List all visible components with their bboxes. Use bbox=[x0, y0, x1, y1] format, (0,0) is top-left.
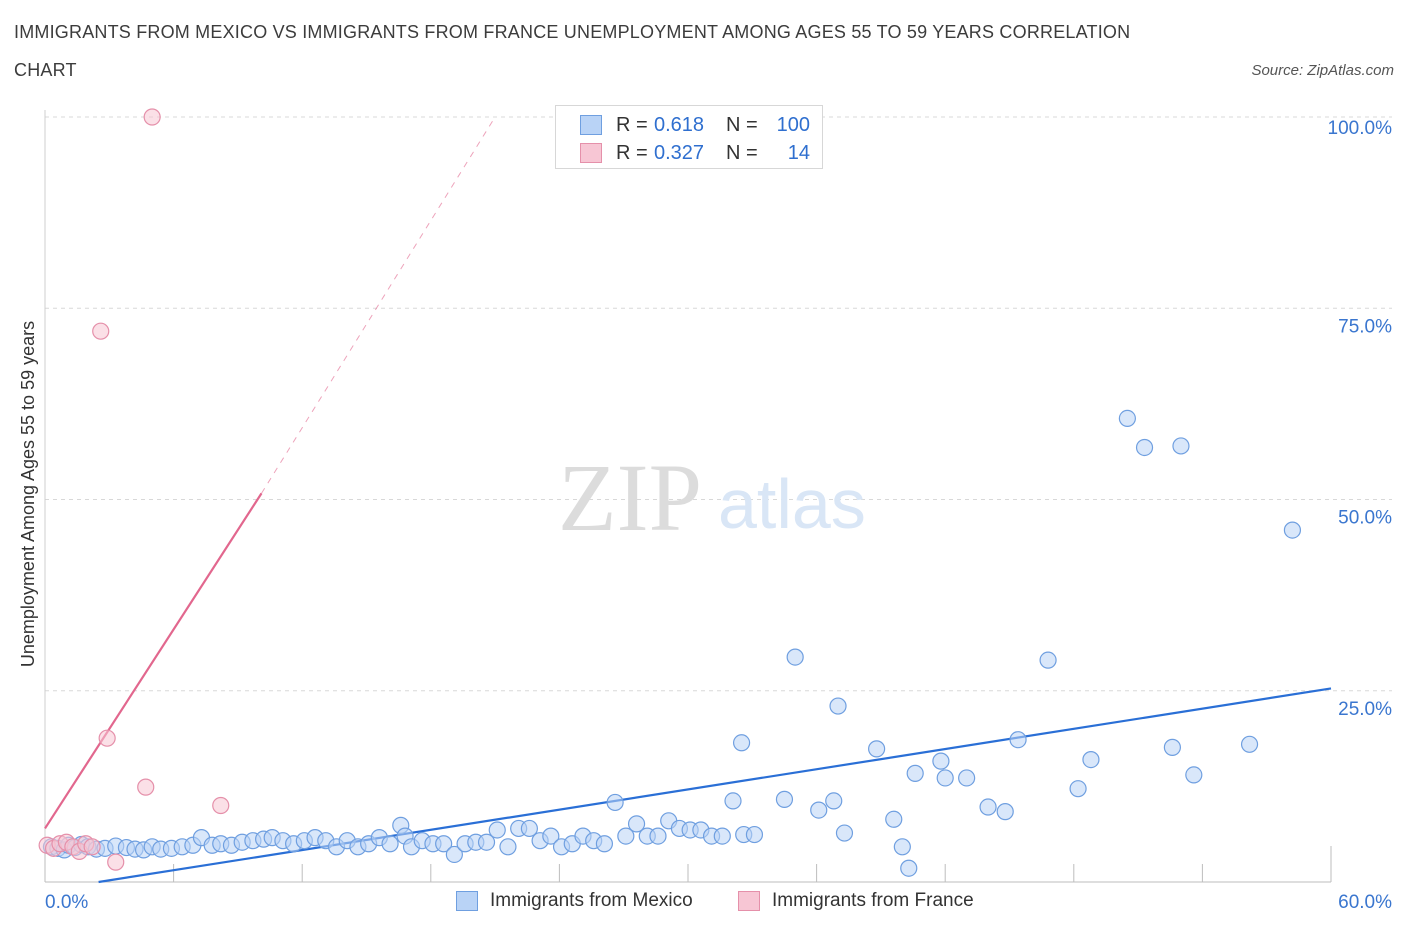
data-point-france bbox=[212, 796, 230, 815]
y-axis-label: Unemployment Among Ages 55 to 59 years bbox=[18, 321, 38, 667]
legend-row-france: R = 0.327 N = 14 bbox=[580, 141, 810, 165]
data-point-mexico bbox=[1185, 766, 1203, 784]
chart-title-line-2: CHART bbox=[14, 60, 77, 80]
x-tick-label: 60.0% bbox=[1338, 892, 1392, 913]
series-france-points bbox=[38, 108, 230, 871]
data-point-mexico bbox=[595, 835, 614, 853]
source-label: Source: ZipAtlas.com bbox=[1251, 62, 1394, 79]
y-tick-label: 75.0% bbox=[1338, 316, 1392, 337]
legend-n-value: 14 bbox=[787, 141, 810, 164]
data-point-mexico bbox=[885, 810, 903, 828]
legend-n-value: 100 bbox=[776, 113, 810, 136]
data-point-mexico bbox=[477, 833, 496, 851]
data-point-mexico bbox=[488, 821, 506, 839]
data-point-mexico bbox=[1069, 780, 1087, 798]
legend-r-label: R = bbox=[616, 141, 648, 164]
data-point-mexico bbox=[606, 793, 624, 812]
data-point-france bbox=[92, 322, 110, 340]
grid-lines bbox=[45, 116, 1392, 692]
data-point-mexico bbox=[1039, 651, 1057, 669]
data-point-mexico bbox=[775, 790, 794, 808]
data-point-mexico bbox=[1082, 750, 1100, 769]
data-point-mexico bbox=[649, 827, 667, 845]
data-point-mexico bbox=[1172, 437, 1190, 455]
data-point-mexico bbox=[835, 824, 854, 842]
bottom-legend-swatch-france bbox=[738, 891, 760, 911]
legend-n-label: N = bbox=[726, 141, 758, 164]
data-point-mexico bbox=[627, 815, 646, 833]
data-point-mexico bbox=[810, 801, 828, 819]
data-point-mexico bbox=[868, 740, 886, 758]
data-point-mexico bbox=[1009, 731, 1027, 749]
data-point-mexico bbox=[435, 835, 453, 853]
data-point-mexico bbox=[1163, 738, 1181, 756]
data-point-mexico bbox=[893, 838, 911, 856]
trend-lines bbox=[44, 116, 1332, 884]
legend-row-mexico: R = 0.618 N = 100 bbox=[580, 113, 810, 137]
legend-r-label: R = bbox=[616, 113, 648, 136]
x-tick-label: 0.0% bbox=[45, 892, 88, 913]
data-point-mexico bbox=[996, 803, 1014, 821]
data-point-mexico bbox=[1283, 521, 1302, 539]
data-point-mexico bbox=[958, 769, 976, 787]
data-point-mexico bbox=[445, 845, 463, 864]
data-point-mexico bbox=[520, 819, 538, 838]
legend-swatch-mexico bbox=[580, 115, 602, 135]
trend-line-mexico bbox=[98, 687, 1332, 884]
legend-r-value: 0.327 bbox=[654, 141, 705, 164]
stats-legend: R = 0.618 N = 100 R = 0.327 N = 14 bbox=[555, 105, 823, 169]
data-point-france bbox=[98, 729, 116, 747]
data-point-mexico bbox=[936, 769, 954, 787]
data-point-mexico bbox=[1118, 409, 1136, 428]
y-tick-label: 25.0% bbox=[1338, 699, 1392, 720]
data-point-mexico bbox=[932, 752, 950, 770]
watermark-zip: ZIP bbox=[558, 444, 702, 551]
data-point-mexico bbox=[381, 835, 399, 853]
data-point-mexico bbox=[617, 827, 635, 845]
legend-swatch-france bbox=[580, 143, 602, 163]
data-point-france bbox=[137, 778, 155, 796]
y-tick-label: 50.0% bbox=[1338, 508, 1392, 529]
data-point-mexico bbox=[745, 825, 764, 844]
data-point-mexico bbox=[786, 648, 804, 666]
data-point-mexico bbox=[825, 792, 843, 810]
tick-labels: 100.0% 75.0% 50.0% 25.0% 0.0% 60.0% bbox=[45, 118, 1392, 913]
data-point-mexico bbox=[499, 838, 517, 856]
data-point-mexico bbox=[900, 859, 918, 877]
data-point-france bbox=[143, 108, 161, 126]
data-point-mexico bbox=[713, 827, 731, 845]
data-point-mexico bbox=[1240, 735, 1259, 753]
bottom-legend-swatch-mexico bbox=[456, 891, 478, 911]
data-point-mexico bbox=[979, 798, 997, 816]
bottom-legend-label-france: Immigrants from France bbox=[772, 890, 974, 911]
series-mexico-points bbox=[42, 409, 1302, 877]
bottom-legend-france: Immigrants from France bbox=[738, 890, 974, 912]
data-point-mexico bbox=[542, 827, 560, 845]
watermark-atlas: atlas bbox=[718, 465, 866, 543]
data-point-france bbox=[83, 838, 101, 856]
trend-line-france bbox=[44, 492, 263, 830]
bottom-legend-mexico: Immigrants from Mexico bbox=[456, 890, 693, 912]
watermark: ZIP atlas bbox=[558, 444, 866, 551]
trend-line-france-extension bbox=[261, 116, 496, 494]
data-point-mexico bbox=[732, 734, 751, 752]
data-point-france bbox=[107, 853, 125, 871]
axes bbox=[44, 110, 1332, 883]
data-point-mexico bbox=[1135, 438, 1154, 457]
legend-n-label: N = bbox=[726, 113, 758, 136]
y-tick-label: 100.0% bbox=[1328, 118, 1393, 139]
data-point-mexico bbox=[906, 764, 924, 782]
data-point-mexico bbox=[724, 792, 742, 810]
bottom-legend-label-mexico: Immigrants from Mexico bbox=[490, 890, 693, 911]
data-point-mexico bbox=[829, 697, 847, 715]
legend-r-value: 0.618 bbox=[654, 113, 705, 136]
chart-title-line-1: IMMIGRANTS FROM MEXICO VS IMMIGRANTS FRO… bbox=[14, 22, 1131, 42]
